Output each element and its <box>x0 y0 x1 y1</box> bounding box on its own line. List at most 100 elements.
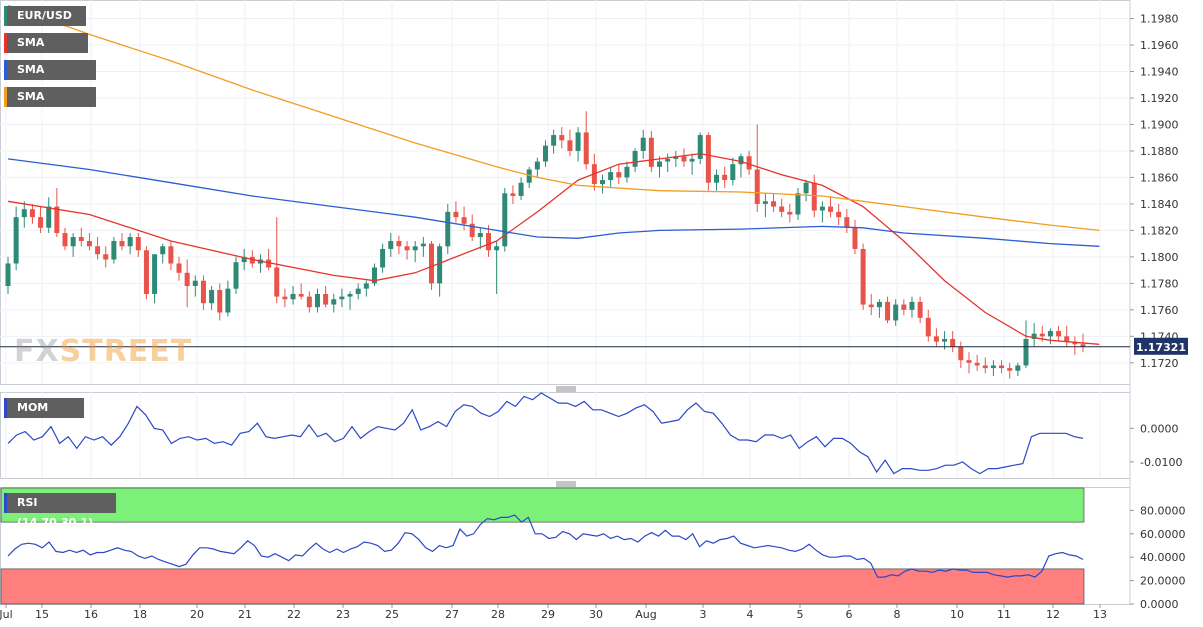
time-tick-label-4: 20 <box>190 608 204 621</box>
candle-body <box>526 169 532 183</box>
rsi-tick-label-3: 20.0000 <box>1140 575 1186 588</box>
price-tick-label-9: 1.1800 <box>1140 251 1179 264</box>
candle-body <box>249 256 255 264</box>
candle-body <box>665 158 671 162</box>
candle-body <box>681 156 687 162</box>
candle-body <box>78 237 84 241</box>
candle-body <box>885 301 891 321</box>
candle-body <box>412 246 418 251</box>
legend-pair: EUR/USD <box>4 6 86 26</box>
candle-body <box>990 365 996 369</box>
candle-body <box>852 227 858 249</box>
mom-line <box>7 392 1084 475</box>
candle-body <box>860 248 866 305</box>
candle-body <box>673 156 679 159</box>
candle-body <box>657 161 663 167</box>
candle-body <box>559 135 565 141</box>
time-tick-label-15: 4 <box>747 608 754 621</box>
candle-body <box>999 365 1005 369</box>
pair-label: EUR/USD <box>17 9 72 22</box>
candle-body <box>600 180 606 185</box>
candle-body <box>306 296 312 308</box>
rsi-tick-label-1: 60.0000 <box>1140 528 1186 541</box>
candle-body <box>925 317 931 337</box>
candle-body <box>477 233 483 238</box>
time-tick-label-6: 22 <box>287 608 301 621</box>
price-tick-label-5: 1.1880 <box>1140 145 1179 158</box>
candle-body <box>152 254 158 294</box>
candle-body <box>575 132 581 151</box>
candle-body <box>363 283 369 289</box>
candle-body <box>485 233 491 251</box>
candle-body <box>1031 333 1037 339</box>
price-tick-label-13: 1.1720 <box>1140 357 1179 370</box>
candle-body <box>640 137 646 151</box>
candle-body <box>583 132 589 165</box>
candle-body <box>917 301 923 318</box>
candle-body <box>95 246 101 255</box>
candle-body <box>518 182 524 196</box>
candle-body <box>551 135 557 146</box>
candle-body <box>510 193 516 196</box>
candle-body <box>127 237 133 247</box>
candle-body <box>738 156 744 165</box>
legend-rsi: RSI (14,70,30,1) <box>4 493 116 529</box>
candle-body <box>437 246 443 284</box>
time-tick-label-22: 13 <box>1093 608 1107 621</box>
mom-tick-label-1: -0.0100 <box>1140 456 1182 469</box>
candle-body <box>453 211 459 218</box>
candle-body <box>347 293 353 297</box>
candle-body <box>762 201 768 204</box>
candle-body <box>543 145 548 162</box>
candle-body <box>290 293 296 300</box>
candle-body <box>461 217 467 224</box>
candle-body <box>966 360 972 363</box>
candle-body <box>225 288 231 313</box>
candle-body <box>168 246 174 264</box>
candle-body <box>876 301 882 308</box>
time-tick-label-16: 5 <box>797 608 804 621</box>
candle-body <box>420 243 426 247</box>
price-tick-label-2: 1.1940 <box>1140 66 1179 79</box>
legend-sma20: SMA (20,0) <box>4 33 88 69</box>
candle-body <box>705 135 711 183</box>
candle-body <box>608 172 614 181</box>
price-tick-label-7: 1.1840 <box>1140 198 1179 211</box>
candle-body <box>567 140 573 151</box>
candle-body <box>5 263 11 287</box>
candle-body <box>828 206 834 212</box>
candle-body <box>111 240 117 260</box>
candle-body <box>380 248 386 268</box>
time-tick-label-20: 11 <box>997 608 1011 621</box>
candle-body <box>331 299 337 305</box>
last-price-badge <box>1134 337 1188 355</box>
candle-body <box>958 346 964 361</box>
time-tick-label-8: 25 <box>385 608 399 621</box>
candle-body <box>70 237 76 247</box>
time-tick-label-10: 28 <box>491 608 505 621</box>
candle-body <box>632 150 638 167</box>
time-tick-label-5: 21 <box>238 608 252 621</box>
candle-body <box>200 280 206 304</box>
candle-body <box>21 209 27 218</box>
time-tick-label-3: 18 <box>133 608 147 621</box>
mom-tick-label-0: 0.0000 <box>1140 422 1179 435</box>
candle-body <box>502 193 508 247</box>
time-tick-label-18: 8 <box>894 608 901 621</box>
rsi-oversold-zone <box>0 568 1085 605</box>
candle-body <box>46 206 52 228</box>
panel-frame-2 <box>0 392 1131 479</box>
candle-body <box>371 267 377 284</box>
candle-body <box>323 293 329 305</box>
candle-body <box>1047 331 1053 337</box>
fxstreet-watermark: FXSTREET <box>14 334 193 369</box>
candle-body <box>388 240 394 249</box>
candle-body <box>339 296 345 300</box>
candle-body <box>624 166 630 178</box>
price-tick-label-3: 1.1920 <box>1140 92 1179 105</box>
candle-body <box>942 338 948 342</box>
candle-body <box>648 137 654 167</box>
candle-body <box>103 254 109 260</box>
candle-body <box>909 301 915 310</box>
candle-body <box>1080 344 1086 347</box>
